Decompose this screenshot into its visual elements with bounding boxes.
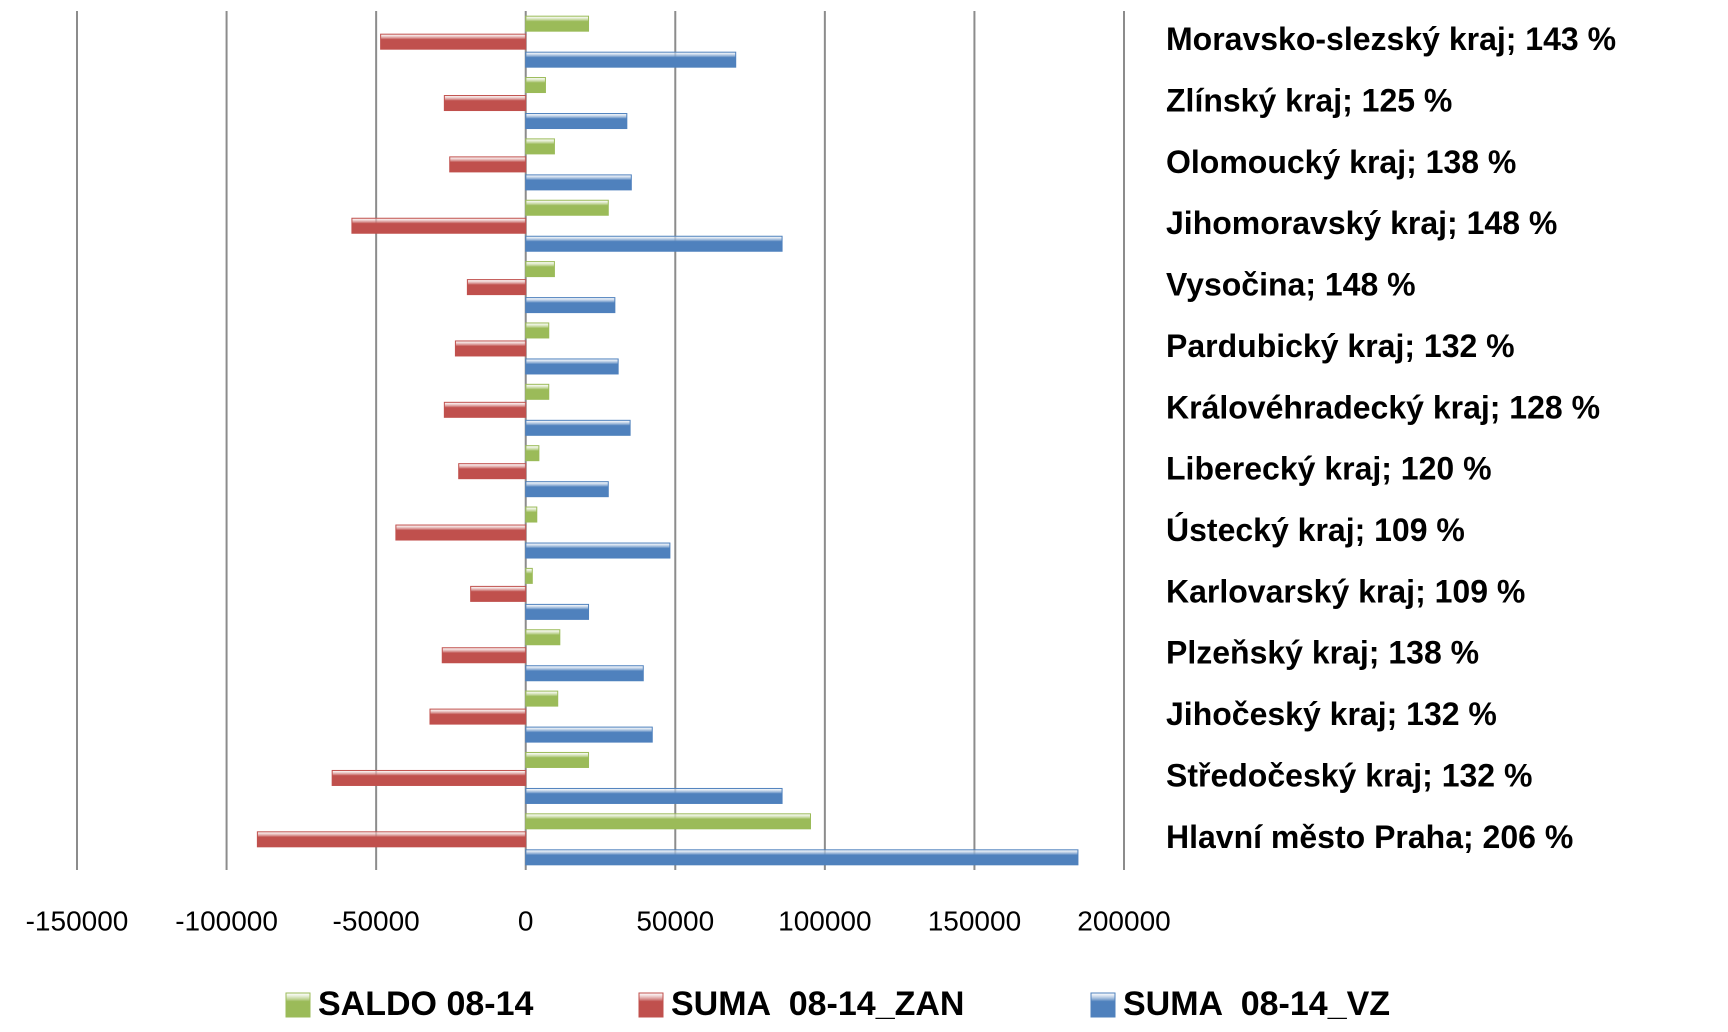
category-label: Jihočeský kraj; 132 % xyxy=(1166,696,1497,732)
bar xyxy=(466,279,527,296)
bar xyxy=(443,95,527,112)
bar xyxy=(525,787,783,804)
bar xyxy=(525,77,546,94)
category-label: Zlínský kraj; 125 % xyxy=(1166,82,1452,118)
category-label: Vysočina; 148 % xyxy=(1166,267,1416,303)
bar xyxy=(256,831,527,848)
bar xyxy=(525,629,561,646)
bar xyxy=(525,506,538,523)
category-label: Královéhradecký kraj; 128 % xyxy=(1166,389,1600,425)
bar xyxy=(525,751,590,768)
legend-label: SALDO 08-14 xyxy=(318,985,533,1023)
bar xyxy=(470,585,527,602)
bar xyxy=(525,138,555,155)
bar xyxy=(525,665,644,682)
bar xyxy=(525,419,631,436)
bar xyxy=(525,690,559,707)
bar xyxy=(441,647,527,664)
bar xyxy=(395,524,527,541)
x-tick-label: 150000 xyxy=(928,905,1021,936)
x-tick-label: 0 xyxy=(518,905,534,936)
bar xyxy=(449,156,527,173)
bar xyxy=(351,217,527,234)
bar xyxy=(525,813,811,830)
bar xyxy=(525,567,533,584)
category-label: Plzeňský kraj; 138 % xyxy=(1166,635,1479,671)
bar xyxy=(525,481,609,498)
legend-swatch xyxy=(1090,992,1116,1018)
category-label: Liberecký kraj; 120 % xyxy=(1166,451,1492,487)
bar xyxy=(525,297,616,314)
bar xyxy=(525,542,671,559)
bar xyxy=(454,340,527,357)
legend-swatch xyxy=(285,992,311,1018)
x-tick-label: 50000 xyxy=(636,905,714,936)
bar xyxy=(525,603,590,620)
bar xyxy=(443,401,527,418)
category-label: Moravsko-slezský kraj; 143 % xyxy=(1166,21,1616,57)
legend-swatch xyxy=(638,992,664,1018)
legend-label: SUMA 08-14_ZAN xyxy=(671,985,964,1023)
bar xyxy=(525,322,550,339)
bar xyxy=(525,445,540,462)
x-tick-label: 100000 xyxy=(778,905,871,936)
bar xyxy=(525,15,590,32)
bar xyxy=(525,235,783,252)
bar xyxy=(525,261,555,278)
bar xyxy=(331,769,527,786)
bar xyxy=(525,849,1079,866)
bar xyxy=(525,51,737,68)
category-label: Pardubický kraj; 132 % xyxy=(1166,328,1515,364)
bar xyxy=(525,113,628,130)
category-label: Středočeský kraj; 132 % xyxy=(1166,757,1532,793)
x-tick-label: -100000 xyxy=(175,905,278,936)
bar xyxy=(525,174,632,191)
bar xyxy=(525,726,653,743)
bar xyxy=(525,383,550,400)
x-tick-label: -150000 xyxy=(26,905,129,936)
bar xyxy=(429,708,527,725)
category-label: Hlavní město Praha; 206 % xyxy=(1166,819,1573,855)
bar xyxy=(525,358,619,375)
legend-label: SUMA 08-14_VZ xyxy=(1123,985,1390,1023)
category-label: Ústecký kraj; 109 % xyxy=(1166,512,1465,548)
x-tick-label: 200000 xyxy=(1077,905,1170,936)
bar xyxy=(525,199,609,216)
category-label: Jihomoravský kraj; 148 % xyxy=(1166,205,1557,241)
bar xyxy=(380,33,527,50)
category-label: Olomoucký kraj; 138 % xyxy=(1166,144,1516,180)
category-label: Karlovarský kraj; 109 % xyxy=(1166,573,1525,609)
bar xyxy=(458,463,527,480)
x-tick-label: -50000 xyxy=(333,905,420,936)
